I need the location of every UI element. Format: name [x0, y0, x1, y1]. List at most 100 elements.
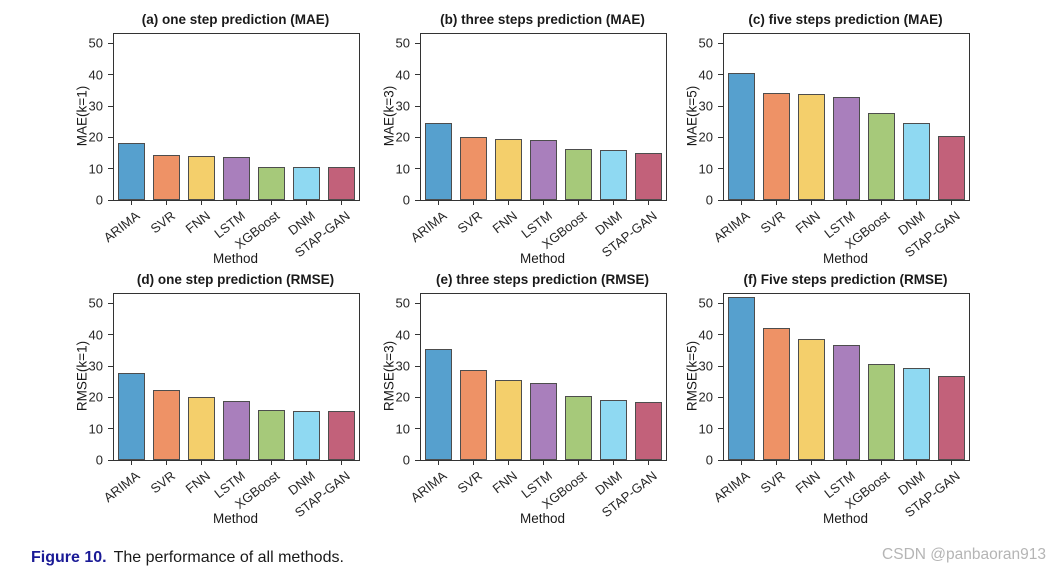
bar-SVR — [152, 154, 181, 200]
x-tick-mark — [306, 461, 307, 465]
x-tick-mark — [131, 461, 132, 465]
x-tick-mark — [166, 461, 167, 465]
bar-SVR — [152, 389, 181, 460]
bar-FNN — [797, 338, 826, 460]
bar-DNM — [599, 399, 628, 460]
y-tick-label: 10 — [698, 421, 713, 437]
x-tick-label: FNN — [489, 468, 520, 497]
bar-LSTM — [832, 344, 861, 460]
x-axis-label: Method — [519, 511, 566, 526]
y-tick-mark — [108, 428, 113, 430]
x-tick-mark — [846, 461, 847, 465]
bar-STAP-GAN — [634, 402, 663, 460]
figure-caption-text: The performance of all methods. — [113, 549, 344, 566]
y-tick-label: 40 — [88, 67, 103, 83]
y-tick-mark — [415, 74, 420, 76]
bar-STAP-GAN — [937, 136, 966, 200]
chart-title: (a) one step prediction (MAE) — [141, 12, 330, 27]
y-tick-label: 30 — [698, 98, 713, 114]
y-tick-mark — [108, 168, 113, 170]
y-tick-label: 20 — [698, 389, 713, 405]
x-tick-mark — [648, 461, 649, 465]
y-tick-label: 0 — [402, 452, 410, 468]
chart-panel-a: (a) one step prediction (MAE) MAE(k=1) 0… — [48, 12, 378, 270]
y-tick-mark — [718, 459, 723, 461]
y-tick-mark — [108, 74, 113, 76]
y-tick-mark — [108, 105, 113, 107]
x-tick-label: ARIMA — [101, 208, 143, 246]
watermark: CSDN @panbaoran913 — [882, 546, 1046, 563]
x-tick-label: SVR — [757, 468, 788, 497]
plot-area: 0 10 20 30 40 50 ARIMA SVR FNN LSTM XGBoost DNM STAP… — [89, 33, 360, 260]
x-tick-mark — [916, 201, 917, 205]
x-tick-mark — [236, 461, 237, 465]
x-tick-mark — [306, 201, 307, 205]
x-tick-mark — [473, 201, 474, 205]
x-tick-label: ARIMA — [408, 468, 450, 506]
y-tick-label: 50 — [395, 295, 410, 311]
x-tick-mark — [201, 201, 202, 205]
bar-SVR — [762, 93, 791, 200]
y-tick-mark — [718, 105, 723, 107]
x-tick-label: SVR — [454, 208, 485, 237]
x-tick-mark — [741, 201, 742, 205]
y-tick-label: 20 — [88, 129, 103, 145]
y-tick-mark — [718, 168, 723, 170]
bar-ARIMA — [727, 72, 756, 200]
x-tick-label: FNN — [792, 208, 823, 237]
x-tick-label: ARIMA — [711, 208, 753, 246]
x-tick-label: SVR — [454, 468, 485, 497]
bar-XGBoost — [257, 409, 286, 460]
y-tick-label: 40 — [698, 67, 713, 83]
y-tick-mark — [415, 334, 420, 336]
x-tick-mark — [543, 201, 544, 205]
y-tick-label: 30 — [395, 358, 410, 374]
y-axis-label: RMSE(k=3) — [381, 340, 397, 412]
bar-XGBoost — [564, 395, 593, 460]
y-tick-mark — [415, 105, 420, 107]
x-tick-mark — [811, 201, 812, 205]
y-tick-mark — [108, 459, 113, 461]
bar-DNM — [902, 368, 931, 460]
y-tick-label: 0 — [95, 192, 103, 208]
y-tick-mark — [718, 74, 723, 76]
y-tick-label: 10 — [88, 161, 103, 177]
x-tick-mark — [271, 461, 272, 465]
x-tick-mark — [881, 461, 882, 465]
bar-ARIMA — [424, 349, 453, 460]
y-tick-label: 0 — [95, 452, 103, 468]
bar-FNN — [494, 379, 523, 460]
x-tick-mark — [473, 461, 474, 465]
bar-LSTM — [529, 140, 558, 200]
x-tick-label: ARIMA — [408, 208, 450, 246]
chart-panel-e: (e) three steps prediction (RMSE) RMSE(k… — [355, 272, 685, 530]
x-tick-mark — [341, 461, 342, 465]
x-tick-mark — [846, 201, 847, 205]
x-tick-mark — [613, 201, 614, 205]
x-tick-mark — [236, 201, 237, 205]
bar-FNN — [187, 155, 216, 200]
x-tick-mark — [508, 201, 509, 205]
x-tick-mark — [201, 461, 202, 465]
x-axis-label: Method — [212, 251, 259, 266]
y-tick-mark — [415, 168, 420, 170]
x-tick-label: ARIMA — [101, 468, 143, 506]
x-tick-label: SVR — [757, 208, 788, 237]
x-axis-label: Method — [212, 511, 259, 526]
x-tick-mark — [951, 201, 952, 205]
bar-DNM — [292, 411, 321, 460]
figure-caption-label: Figure 10. — [31, 549, 107, 566]
y-tick-label: 40 — [698, 327, 713, 343]
y-tick-mark — [108, 396, 113, 398]
plot-area: 0 10 20 30 40 50 ARIMA SVR FNN LSTM XGBoost DNM STAP… — [396, 293, 667, 520]
x-tick-mark — [341, 201, 342, 205]
bar-SVR — [762, 327, 791, 460]
y-tick-mark — [415, 396, 420, 398]
y-tick-mark — [108, 199, 113, 201]
y-tick-label: 20 — [88, 389, 103, 405]
x-tick-mark — [648, 201, 649, 205]
y-axis-label: MAE(k=1) — [74, 85, 90, 147]
y-tick-label: 50 — [698, 35, 713, 51]
bar-FNN — [494, 138, 523, 200]
